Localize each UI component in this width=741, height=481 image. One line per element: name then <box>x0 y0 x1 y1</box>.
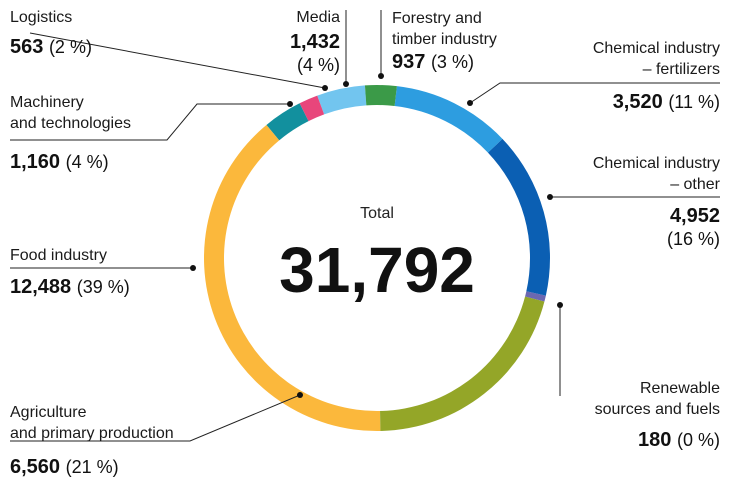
dot <box>297 392 303 398</box>
donut-segment <box>394 86 503 153</box>
category-label: Machinery and technologies <box>10 94 131 132</box>
category-label: Forestry and timber industry <box>392 10 497 48</box>
leader <box>10 103 290 141</box>
category-label: Food industry <box>10 247 107 264</box>
donut-segment <box>266 103 309 141</box>
dot <box>287 101 293 107</box>
leader <box>29 32 326 89</box>
share-label: (4 %) <box>296 55 340 75</box>
category-label: Media <box>296 9 340 26</box>
dot <box>343 81 349 87</box>
value-label: 563 (2 %) <box>10 35 92 59</box>
share-label: (21 %) <box>65 457 119 477</box>
dot <box>322 85 328 91</box>
category-label: Renewable sources and fuels <box>594 380 720 418</box>
value-number: 6,560 <box>10 456 61 478</box>
value-number: 4,952 <box>669 205 720 227</box>
value-number: 1,432 <box>289 31 340 53</box>
donut-segment <box>299 95 325 122</box>
share-label: (16 %) <box>666 229 720 249</box>
value-number: 180 <box>638 429 672 451</box>
value-label: 1,160 (4 %) <box>10 150 109 174</box>
value-number: 937 <box>392 51 426 73</box>
leader-lines <box>10 10 720 442</box>
share-label: (3 %) <box>430 52 474 72</box>
share-label: (0 %) <box>676 430 720 450</box>
donut-segment <box>380 296 545 431</box>
share-label: (39 %) <box>76 277 130 297</box>
leader <box>10 394 301 442</box>
value-number: 12,488 <box>10 276 72 298</box>
dot <box>557 302 563 308</box>
total-caption: Total <box>360 205 394 222</box>
value-label: 937 (3 %) <box>392 50 474 74</box>
category-label: Chemical industry – fertilizers <box>592 40 720 78</box>
category-label: Agriculture and primary production <box>10 404 174 442</box>
dot <box>467 100 473 106</box>
donut-segment <box>317 85 367 115</box>
share-label: (2 %) <box>48 37 92 57</box>
value-label: 1,432 <box>290 30 340 54</box>
value-number: 3,520 <box>612 91 663 113</box>
value-number: 1,160 <box>10 151 61 173</box>
category-label: Logistics <box>10 9 73 26</box>
value-label: 6,560 (21 %) <box>10 455 119 479</box>
leader <box>469 82 720 104</box>
value-label: 180 (0 %) <box>638 428 720 452</box>
donut-segment <box>364 84 397 107</box>
donut-segment <box>525 291 546 302</box>
value-label: 12,488 (39 %) <box>10 275 130 299</box>
donut-segment <box>203 124 381 432</box>
share-label: (11 %) <box>668 92 720 112</box>
dot <box>547 194 553 200</box>
value-number: 563 <box>10 36 44 58</box>
total-value: 31,792 <box>279 234 475 306</box>
donut-segment <box>487 138 550 296</box>
dot <box>190 265 196 271</box>
category-label: Chemical industry – other <box>592 155 720 193</box>
value-label: 3,520 (11 %) <box>613 90 720 114</box>
dot <box>378 73 384 79</box>
share-label: (4 %) <box>65 152 109 172</box>
value-label: 4,952 <box>670 204 720 228</box>
